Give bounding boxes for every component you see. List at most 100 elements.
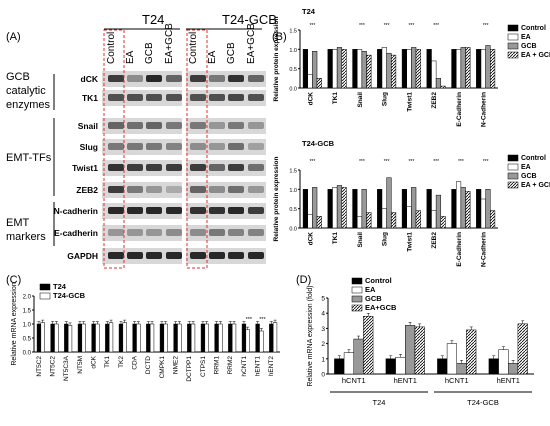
category-label: DCTD [145, 356, 152, 374]
protein-label: N-cadherin [54, 206, 98, 216]
chart-b-t24: 0.0 0.5 1.0 1.5 Relative protein expression d… [273, 7, 550, 127]
sig-marker: *** [309, 23, 315, 29]
blot-band [146, 75, 162, 82]
legend-label: EA+GCB [365, 303, 397, 312]
bar [336, 185, 343, 229]
category-label: dCK [307, 92, 314, 106]
category-label: E-Cadherin [456, 232, 463, 267]
legend-swatch [507, 33, 519, 41]
y-tick-label: 0 [321, 372, 325, 379]
legend-swatch [507, 181, 519, 189]
bar [386, 52, 392, 89]
category-label: CMPK1 [159, 356, 166, 379]
blot-band [108, 186, 124, 193]
category-label: ZEB2 [431, 232, 438, 249]
protein-label: Snail [78, 121, 98, 131]
y-tick-label: 0.5 [289, 67, 297, 73]
blot-band [127, 252, 143, 259]
section-gcb-3: enzymes [6, 99, 51, 111]
protein-label: E-cadherin [54, 228, 98, 238]
category-label: NT5C2 [36, 356, 43, 377]
chart-c: 0.0 0.5 1.0 1.5 2.0 Relative mRNA expression N… [11, 282, 280, 382]
y-tick-label: 2 [321, 341, 325, 348]
bar [91, 323, 96, 353]
sig-marker: *** [408, 23, 414, 29]
category-label: TK2 [118, 356, 125, 368]
blot-band [190, 164, 206, 171]
bar [440, 216, 446, 229]
y-tick-label: 1.5 [23, 309, 32, 315]
blot-row-bg [186, 90, 266, 106]
category-label: dCK [91, 355, 98, 368]
y-axis-label: Relative protein expression [273, 157, 280, 242]
blot-band [209, 164, 225, 171]
legend-label: EA + GCB [521, 182, 550, 189]
legend-label: EA [521, 34, 531, 41]
legend-swatch [351, 304, 363, 312]
blot-band [248, 122, 264, 129]
sig-marker: *** [359, 23, 365, 29]
category-label: DCTPP1 [186, 356, 193, 382]
legend-swatch [351, 286, 363, 294]
y-tick-label: 1 [321, 356, 325, 363]
bar [336, 47, 343, 89]
group-t24gcb: T24-GCB [222, 12, 277, 27]
bar [431, 60, 437, 89]
bar [490, 210, 496, 229]
blot-band [108, 75, 124, 82]
bar [353, 338, 364, 375]
bar [332, 49, 338, 89]
blot-band [248, 207, 264, 214]
category-label: hCNT1 [241, 356, 248, 377]
bar [50, 323, 55, 353]
blot-band [166, 143, 182, 150]
blot-band [127, 229, 143, 236]
bar [381, 47, 387, 89]
bar [352, 189, 358, 229]
bar [356, 49, 363, 89]
blot-band [209, 252, 225, 259]
bar [122, 322, 127, 353]
blot-row-bg [186, 118, 266, 134]
bar [435, 194, 442, 229]
blot-band [127, 75, 143, 82]
lane-label: EA+GCB [164, 23, 175, 64]
category-label: hENT1 [394, 376, 417, 385]
blot-band [209, 229, 225, 236]
legend-swatch [39, 292, 51, 300]
category-label: ZEB2 [431, 92, 438, 109]
bar [498, 349, 509, 375]
blot-band [228, 122, 244, 129]
y-axis-label: Relative protein expression [273, 17, 280, 102]
blot-band [108, 164, 124, 171]
blot-band [166, 75, 182, 82]
blot-band [190, 75, 206, 82]
bar [341, 187, 347, 229]
blot-band [248, 143, 264, 150]
category-label: hCNT1 [342, 376, 366, 385]
blot-band [248, 94, 264, 101]
blot-band [209, 122, 225, 129]
blot-row-bg [186, 160, 266, 176]
bar [377, 49, 383, 89]
blot-band [190, 186, 206, 193]
bar [381, 208, 387, 229]
legend-label: Control [521, 25, 546, 32]
legend-swatch [507, 172, 519, 180]
legend-swatch [507, 154, 519, 162]
bar [332, 187, 338, 229]
bar [95, 323, 100, 353]
blot-band [146, 164, 162, 171]
legend-label: Control [521, 155, 546, 162]
category-label: dCK [307, 232, 314, 246]
blot-band [127, 207, 143, 214]
category-label: Snail [357, 232, 364, 248]
protein-label: ZEB2 [76, 185, 98, 195]
bar [307, 214, 313, 229]
bar [415, 210, 421, 229]
bar [316, 78, 322, 89]
blot-band [146, 186, 162, 193]
bar [146, 323, 151, 353]
legend-swatch [351, 277, 363, 285]
